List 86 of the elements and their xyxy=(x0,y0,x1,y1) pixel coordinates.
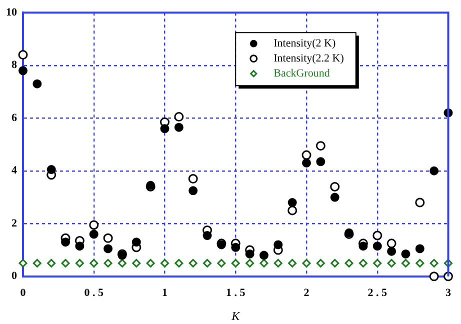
point xyxy=(132,258,141,268)
point xyxy=(288,206,298,216)
point xyxy=(32,258,42,268)
point xyxy=(231,242,240,252)
point xyxy=(18,50,28,60)
point xyxy=(89,230,98,239)
point xyxy=(118,258,126,268)
point xyxy=(386,238,396,248)
point xyxy=(188,258,198,268)
point xyxy=(260,258,268,268)
point xyxy=(358,242,368,251)
point xyxy=(372,242,382,251)
y-tick-label: 2 xyxy=(12,217,18,230)
point xyxy=(387,246,396,256)
point xyxy=(415,244,424,254)
point xyxy=(104,244,113,254)
point xyxy=(104,258,112,268)
point xyxy=(202,231,212,240)
x-axis-title: K xyxy=(230,308,241,323)
point xyxy=(387,258,396,268)
y-tick-label: 4 xyxy=(12,164,18,177)
point xyxy=(46,165,56,174)
point xyxy=(174,258,184,268)
point xyxy=(61,238,70,247)
y-tick-label: 10 xyxy=(6,6,18,18)
point xyxy=(75,242,84,251)
point xyxy=(18,66,28,76)
y-tick-label: 0 xyxy=(12,270,18,282)
point xyxy=(146,258,155,268)
point xyxy=(160,258,169,268)
x-tick-label: 0 . 5 xyxy=(84,286,104,299)
x-tick-label: 3 xyxy=(446,286,452,299)
point xyxy=(416,258,424,268)
x-tick-label: 0 xyxy=(20,286,26,299)
point xyxy=(132,238,141,247)
point xyxy=(302,150,312,160)
point xyxy=(401,249,410,258)
point xyxy=(429,272,439,282)
point xyxy=(358,258,368,268)
point xyxy=(174,122,184,132)
point xyxy=(160,124,170,134)
point xyxy=(430,258,438,268)
point xyxy=(330,258,340,268)
point xyxy=(217,258,226,268)
point xyxy=(316,141,326,151)
point xyxy=(401,258,410,268)
point xyxy=(344,258,354,268)
point xyxy=(174,112,184,122)
point xyxy=(430,166,439,176)
point xyxy=(89,220,99,230)
point xyxy=(302,158,311,168)
point xyxy=(288,258,297,268)
point xyxy=(372,230,382,240)
x-tick-label: 2 . 5 xyxy=(368,286,388,299)
point xyxy=(203,258,212,268)
point xyxy=(103,233,113,243)
point xyxy=(32,79,42,88)
point xyxy=(259,250,268,260)
point xyxy=(330,182,340,192)
x-tick-label: 1 xyxy=(162,286,168,299)
legend-label: Intensity(2 K) xyxy=(274,37,336,50)
point xyxy=(288,198,297,208)
point xyxy=(188,186,198,196)
point xyxy=(415,198,425,208)
legend-label: Intensity(2.2 K) xyxy=(274,52,344,64)
point xyxy=(245,249,254,258)
y-tick-label: 8 xyxy=(12,59,18,72)
x-tick-label: 2 xyxy=(304,286,310,299)
point xyxy=(330,192,340,202)
point xyxy=(274,258,282,268)
point xyxy=(18,258,28,268)
legend-label: BackGround xyxy=(274,67,330,80)
point xyxy=(47,258,56,268)
x-tick-label: 1 . 5 xyxy=(226,286,246,299)
point xyxy=(246,258,254,268)
point xyxy=(274,240,283,250)
point xyxy=(316,157,326,166)
point xyxy=(231,258,240,268)
point xyxy=(90,258,98,268)
point xyxy=(373,258,382,268)
y-tick-label: 6 xyxy=(12,112,18,124)
point xyxy=(302,258,311,268)
point xyxy=(316,258,325,268)
point xyxy=(61,258,70,268)
point xyxy=(188,174,198,184)
point xyxy=(75,258,84,268)
